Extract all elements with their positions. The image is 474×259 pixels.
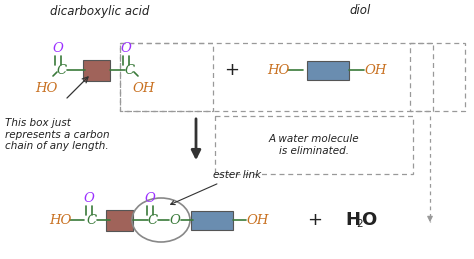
Text: O: O [83, 191, 94, 205]
Text: diol: diol [349, 4, 371, 18]
Bar [191, 211, 233, 229]
Bar [83, 60, 110, 81]
Text: H: H [345, 211, 360, 229]
Text: +: + [308, 211, 322, 229]
Bar [120, 43, 433, 111]
Text: HO: HO [35, 82, 57, 95]
Text: O: O [145, 191, 155, 205]
Text: C: C [87, 213, 97, 227]
Text: C: C [57, 63, 67, 76]
Text: O: O [361, 211, 376, 229]
Text: A water molecule
is eliminated.: A water molecule is eliminated. [269, 134, 359, 156]
Bar [120, 43, 213, 111]
Bar [307, 61, 349, 80]
Text: ester link: ester link [171, 170, 261, 205]
Text: OH: OH [247, 213, 269, 227]
Text: C: C [148, 213, 158, 227]
Text: HO: HO [267, 63, 289, 76]
Text: 2: 2 [356, 219, 363, 229]
Bar [107, 210, 134, 231]
Bar [410, 43, 465, 111]
Text: O: O [120, 41, 131, 54]
Text: This box just
represents a carbon
chain of any length.: This box just represents a carbon chain … [5, 118, 109, 151]
Text: O: O [170, 213, 181, 227]
Text: dicarboxylic acid: dicarboxylic acid [50, 4, 150, 18]
Bar [215, 116, 413, 174]
Text: HO: HO [49, 213, 71, 227]
Text: OH: OH [365, 63, 387, 76]
Text: C: C [125, 63, 135, 76]
Text: OH: OH [133, 82, 155, 95]
Text: +: + [225, 61, 239, 79]
Text: O: O [53, 41, 64, 54]
